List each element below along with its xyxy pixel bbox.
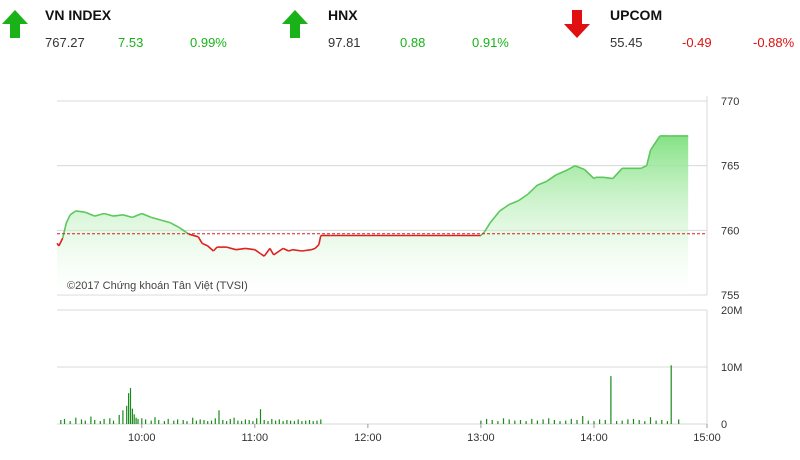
ticker-name: VN INDEX	[45, 7, 112, 23]
price-line-segment	[649, 135, 661, 151]
ticker-percent: -0.88%	[753, 35, 795, 50]
price-line-segment	[132, 212, 143, 219]
price-line-segment	[314, 244, 320, 249]
price-line-segment	[69, 210, 77, 216]
price-line-segment	[301, 248, 312, 252]
price-line-segment	[318, 235, 322, 245]
price-line-segment	[640, 164, 648, 170]
price-line-segment	[212, 246, 218, 252]
price-line-segment	[311, 247, 316, 251]
price-line-segment	[518, 193, 529, 202]
time-tick-label: 13:00	[467, 432, 495, 444]
price-line-segment	[94, 212, 105, 217]
price-line-segment	[188, 233, 199, 238]
price-line-segment	[574, 164, 585, 171]
arrow-down-icon	[564, 10, 590, 38]
ticker-value: 767.27	[45, 35, 85, 50]
price-line-segment	[150, 216, 161, 221]
price-line-segment	[103, 212, 114, 217]
ticker-hnx[interactable]: HNX 97.81 0.88 0.91%	[242, 0, 560, 58]
volume-tick-label: 0	[721, 419, 727, 431]
price-area-fill	[57, 135, 689, 295]
price-panel: 770 765 760 755	[56, 96, 739, 302]
price-line-segment	[555, 170, 567, 176]
time-tick-label: 10:00	[128, 432, 156, 444]
arrow-up-icon	[2, 10, 28, 38]
price-line-segment	[273, 247, 284, 256]
price-line-segment	[645, 149, 652, 166]
price-line-segment	[527, 184, 538, 195]
ticker-name: UPCOM	[610, 7, 663, 23]
volume-panel: 20M 10M 0 10:00 11:00 12:00 13:00 14:00 15:00	[57, 305, 742, 444]
ticker-upcom[interactable]: UPCOM 55.45 -0.49 -0.88%	[560, 0, 800, 58]
ticker-percent: 0.91%	[472, 35, 509, 50]
price-line-segment	[612, 167, 623, 180]
price-line-segment	[288, 248, 293, 252]
price-line-segment	[508, 199, 519, 206]
price-line-segment	[292, 248, 303, 252]
price-line-segment	[254, 249, 261, 255]
price-line-segment	[58, 237, 64, 247]
price-line-segment	[489, 210, 501, 224]
ticker-change: 7.53	[118, 35, 144, 50]
price-line-segment	[235, 247, 246, 251]
price-tick-label: 765	[721, 161, 739, 173]
time-tick-label: 11:00	[241, 432, 268, 444]
price-line-segment	[260, 252, 265, 257]
arrow-up-icon	[282, 10, 308, 38]
price-tick-label: 755	[721, 290, 739, 302]
price-line-segment	[593, 176, 597, 180]
ticker-change: -0.49	[682, 35, 712, 50]
price-line-segment	[282, 247, 290, 252]
price-line-segment	[269, 247, 275, 256]
index-ticker-bar: VN INDEX 767.27 7.53 0.99% HNX 97.81 0.8…	[0, 0, 800, 58]
volume-tick-label: 20M	[721, 305, 742, 317]
price-line-segment	[484, 222, 491, 233]
price-line-segment	[197, 236, 203, 244]
price-line-segment	[141, 212, 152, 219]
price-line-segment	[546, 174, 557, 182]
ticker-change: 0.88	[400, 35, 426, 50]
price-line-segment	[207, 245, 214, 252]
time-tick-label: 14:00	[580, 432, 608, 444]
price-tick-label: 760	[721, 225, 739, 237]
volume-tick-label: 10M	[721, 362, 742, 374]
price-line-segment	[583, 168, 595, 180]
price-line-segment	[201, 242, 209, 247]
ticker-name: HNX	[328, 7, 358, 23]
price-line-segment	[499, 203, 510, 212]
time-tick-label: 15:00	[693, 432, 721, 444]
price-line-segment	[61, 222, 68, 239]
price-line-segment	[169, 221, 180, 229]
copyright-annotation: ©2017 Chứng khoán Tân Việt (TVSI)	[67, 280, 248, 292]
ticker-vnindex[interactable]: VN INDEX 767.27 7.53 0.99%	[0, 0, 242, 58]
price-line-segment	[65, 214, 71, 223]
ticker-value: 55.45	[610, 35, 643, 50]
price-line-segment	[603, 176, 613, 180]
price-line-segment	[537, 180, 548, 186]
price-line-segment	[113, 214, 124, 217]
price-line-segment	[226, 246, 237, 251]
intraday-chart: 770 765 760 755 20M 10M 0 10:00 11:00 12:00 13:00…	[56, 96, 742, 444]
price-line-segment	[263, 247, 271, 257]
time-tick-label: 12:00	[354, 432, 382, 444]
price-line-segment	[245, 247, 255, 251]
price-line-segment	[122, 214, 133, 219]
price-tick-label: 770	[721, 96, 739, 108]
ticker-value: 97.81	[328, 35, 361, 50]
ticker-percent: 0.99%	[190, 35, 227, 50]
price-line-segment	[179, 227, 190, 235]
price-line-segment	[84, 211, 96, 217]
price-line-segment	[565, 164, 576, 172]
price-line-segment	[160, 219, 171, 224]
price-line-segment	[75, 210, 86, 213]
